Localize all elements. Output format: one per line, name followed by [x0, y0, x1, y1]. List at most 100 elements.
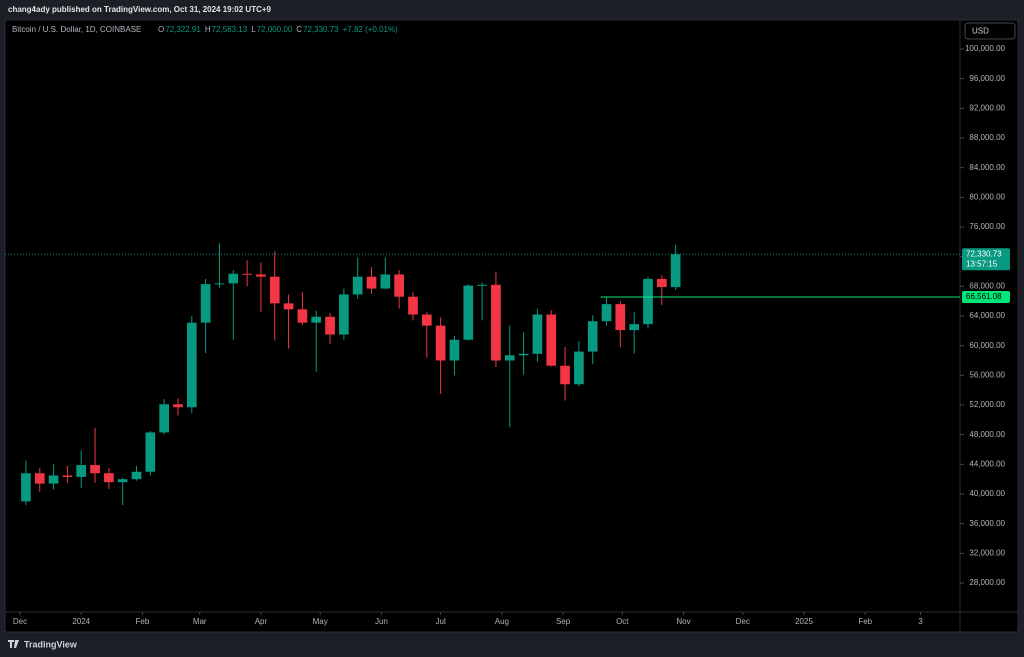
legend-key: C	[296, 25, 302, 34]
candle-body	[214, 283, 225, 285]
candle-body	[283, 303, 294, 310]
candle-body	[656, 278, 667, 288]
candle-body	[601, 304, 612, 322]
candle-body	[629, 324, 640, 331]
level-tag	[962, 291, 1010, 304]
x-tick-label: Aug	[495, 617, 509, 626]
last-price-tag	[962, 248, 1010, 271]
x-tick-label: Oct	[616, 617, 629, 626]
x-tick-label: Dec	[736, 617, 750, 626]
y-tick-label: 64,000.00	[969, 311, 1005, 320]
y-tick-label: 60,000.00	[969, 341, 1005, 350]
x-tick-label: 2024	[72, 617, 90, 626]
candle-body	[145, 432, 156, 472]
currency-label[interactable]: USD	[972, 27, 989, 36]
x-tick-label: Apr	[255, 617, 268, 626]
y-tick-label: 28,000.00	[969, 578, 1005, 587]
x-tick-label: 2025	[795, 617, 813, 626]
candle-body	[90, 465, 100, 474]
y-tick-label: 100,000.00	[965, 44, 1006, 53]
candle-body	[104, 473, 114, 483]
x-tick-label: Jul	[436, 617, 446, 626]
x-tick-label: Nov	[676, 617, 690, 626]
symbol-label: Bitcoin / U.S. Dollar, 1D, COINBASE	[12, 25, 141, 34]
y-tick-label: 56,000.00	[969, 370, 1005, 379]
legend-value: 72,330.73	[303, 25, 339, 34]
candle-body	[587, 321, 598, 352]
publish-info: chang4ady published on TradingView.com, …	[8, 5, 272, 14]
candle-body	[463, 285, 474, 340]
y-tick-label: 48,000.00	[969, 430, 1005, 439]
candle-body	[546, 314, 557, 366]
x-tick-label: 3	[918, 617, 923, 626]
candle-body	[34, 473, 45, 484]
candle-body	[200, 284, 211, 323]
candle-body	[242, 273, 252, 275]
candle-body	[131, 471, 142, 480]
x-tick-label: May	[313, 617, 328, 626]
y-tick-label: 52,000.00	[969, 400, 1005, 409]
y-tick-label: 76,000.00	[969, 222, 1005, 231]
candle-body	[366, 276, 377, 289]
legend-key: O	[158, 25, 164, 34]
y-tick-label: 80,000.00	[969, 192, 1005, 201]
candle-body	[76, 465, 87, 477]
candle-body	[256, 274, 266, 277]
x-tick-label: Dec	[13, 617, 27, 626]
last-price-label: 72,330.73	[966, 249, 1002, 258]
candle-body	[532, 314, 543, 354]
candle-body	[311, 316, 322, 323]
candle-body	[518, 353, 529, 356]
candle-body	[269, 276, 280, 304]
candle-body	[491, 284, 501, 361]
x-tick-label: Mar	[193, 617, 207, 626]
countdown: 13:57:15	[966, 259, 998, 268]
y-tick-label: 32,000.00	[969, 548, 1005, 557]
candle-body	[504, 355, 515, 361]
candle-body	[421, 314, 432, 326]
y-tick-label: 36,000.00	[969, 519, 1005, 528]
candle-body	[477, 284, 487, 286]
y-tick-label: 40,000.00	[969, 489, 1005, 498]
plot: 28,000.00 32,000.00 36,000.00 40,000.00 44,0…	[5, 44, 1010, 626]
y-tick-label: 96,000.00	[969, 74, 1005, 83]
currency-button[interactable]	[964, 22, 1016, 40]
legend-value: 72,583.13	[212, 25, 248, 34]
candle-body	[643, 278, 653, 325]
candle-body	[62, 475, 73, 477]
candle-body	[117, 479, 128, 483]
candle-body	[352, 276, 363, 295]
x-tick-label: Feb	[858, 617, 872, 626]
x-tick-label: Jun	[375, 617, 388, 626]
candle-body	[560, 365, 570, 385]
legend-change: +7.82 (+0.01%)	[343, 25, 398, 34]
y-tick-label: 84,000.00	[969, 163, 1005, 172]
brand: TradingView	[24, 639, 78, 649]
x-tick-label: Sep	[556, 617, 571, 626]
candle-body	[228, 273, 239, 284]
legend-value: 72,322.91	[165, 25, 201, 34]
y-tick-label: 92,000.00	[969, 103, 1005, 112]
candle-body	[339, 294, 349, 335]
candle-body	[670, 254, 681, 288]
candle-body	[21, 473, 31, 502]
candle-body	[435, 325, 446, 361]
candle-body	[186, 322, 197, 408]
candle-body	[173, 404, 183, 408]
x-tick-label: Feb	[136, 617, 150, 626]
candle-body	[574, 351, 584, 385]
y-tick-label: 68,000.00	[969, 281, 1005, 290]
legend-key: H	[205, 25, 211, 34]
candle-body	[380, 274, 391, 289]
y-tick-label: 44,000.00	[969, 459, 1005, 468]
brand-logo	[8, 640, 19, 648]
chart-frame	[4, 19, 1019, 633]
candle-body	[325, 316, 335, 335]
candle-body	[394, 274, 405, 297]
legend-key: L	[251, 25, 256, 34]
candle-body	[408, 296, 418, 315]
candle-body	[449, 339, 460, 361]
candle-body	[297, 309, 308, 323]
